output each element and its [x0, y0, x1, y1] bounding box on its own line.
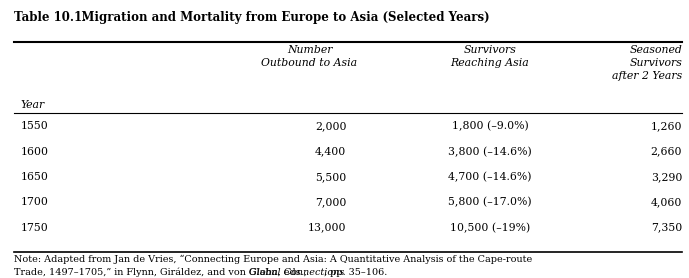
Text: 2,660: 2,660	[650, 147, 682, 157]
Text: Table 10.1.: Table 10.1.	[14, 11, 86, 24]
Text: Migration and Mortality from Europe to Asia (Selected Years): Migration and Mortality from Europe to A…	[70, 11, 490, 24]
Text: 7,350: 7,350	[651, 223, 682, 233]
Text: 1650: 1650	[21, 172, 48, 182]
Text: , pp. 35–106.: , pp. 35–106.	[324, 268, 387, 277]
Text: 4,700 (–14.6%): 4,700 (–14.6%)	[449, 172, 532, 182]
Text: 10,500 (–19%): 10,500 (–19%)	[450, 223, 530, 233]
Text: Note: Adapted from Jan de Vries, “Connecting Europe and Asia: A Quantitative Ana: Note: Adapted from Jan de Vries, “Connec…	[14, 255, 532, 264]
Text: 3,290: 3,290	[650, 172, 682, 182]
Text: 1700: 1700	[21, 197, 48, 207]
Text: 13,000: 13,000	[308, 223, 347, 233]
Text: Seasoned
Survivors
after 2 Years: Seasoned Survivors after 2 Years	[612, 45, 682, 81]
Text: 1550: 1550	[21, 121, 48, 131]
Text: 1,800 (–9.0%): 1,800 (–9.0%)	[451, 121, 528, 132]
Text: Global Connections: Global Connections	[249, 268, 345, 277]
Text: 4,060: 4,060	[650, 197, 682, 207]
Text: Trade, 1497–1705,” in Flynn, Giráldez, and von Glahn, eds.,: Trade, 1497–1705,” in Flynn, Giráldez, a…	[14, 268, 309, 277]
Text: 1600: 1600	[21, 147, 48, 157]
Text: 5,800 (–17.0%): 5,800 (–17.0%)	[448, 197, 532, 208]
Text: Number
Outbound to Asia: Number Outbound to Asia	[261, 45, 358, 68]
Text: Survivors
Reaching Asia: Survivors Reaching Asia	[451, 45, 529, 68]
Text: 1,260: 1,260	[650, 121, 682, 131]
Text: 4,400: 4,400	[315, 147, 347, 157]
Text: 5,500: 5,500	[315, 172, 347, 182]
Text: Year: Year	[21, 100, 45, 110]
Text: 2,000: 2,000	[315, 121, 347, 131]
Text: 1750: 1750	[21, 223, 48, 233]
Text: 3,800 (–14.6%): 3,800 (–14.6%)	[448, 147, 532, 157]
Text: 7,000: 7,000	[315, 197, 347, 207]
